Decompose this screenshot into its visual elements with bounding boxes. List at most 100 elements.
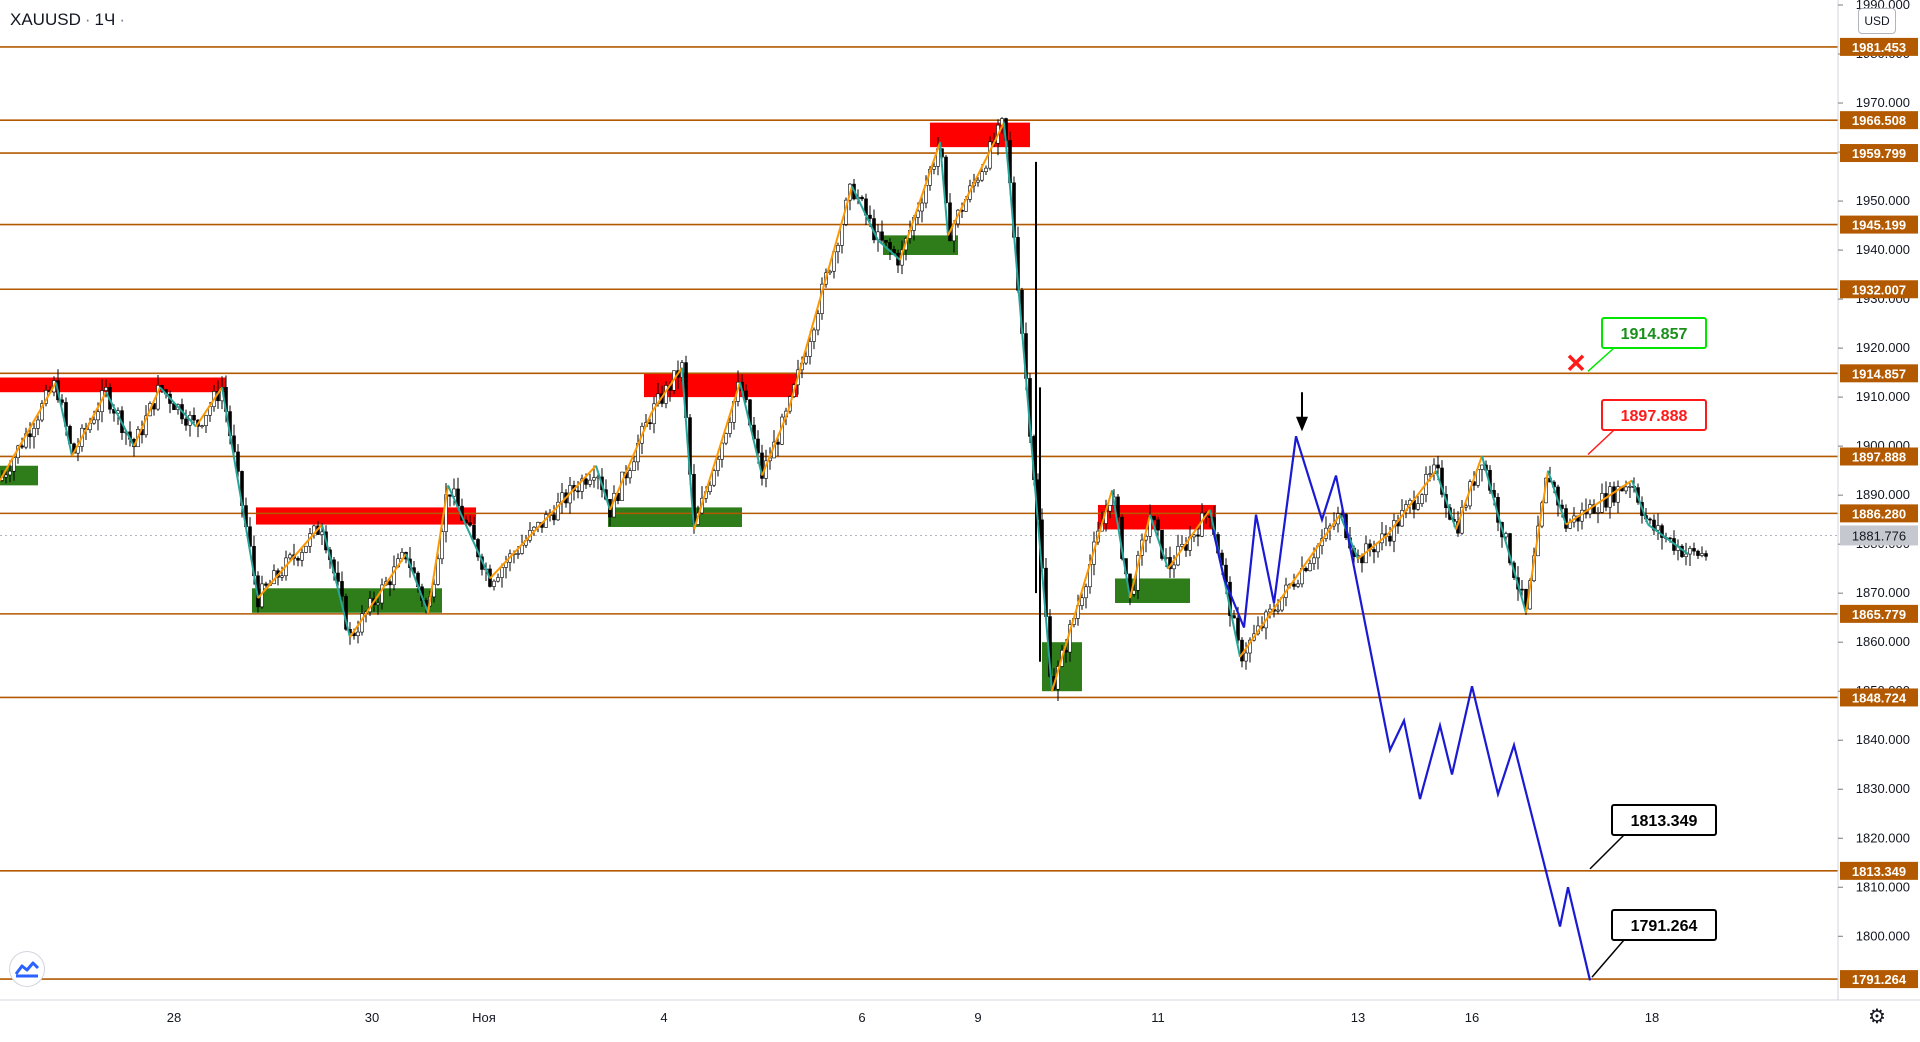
- candle: [652, 396, 656, 434]
- candle: [192, 407, 196, 424]
- candle-body: [1152, 515, 1156, 521]
- candle: [492, 579, 496, 591]
- candle: [1460, 499, 1464, 535]
- candle-body: [1304, 568, 1308, 572]
- candle-body: [776, 441, 780, 445]
- candle-body: [1276, 609, 1280, 612]
- candle: [552, 505, 556, 526]
- candle-body: [1196, 534, 1200, 537]
- price-tick-label: 1940.000: [1856, 242, 1910, 257]
- candle-body: [1108, 504, 1112, 512]
- level-label: 1813.349: [1852, 864, 1906, 879]
- candle-body: [380, 584, 384, 604]
- candle-body: [1700, 553, 1704, 556]
- candle: [836, 242, 840, 264]
- brand-logo[interactable]: [10, 952, 44, 986]
- price-tick-label: 1890.000: [1856, 487, 1910, 502]
- candle-body: [280, 575, 284, 578]
- callout-label: 1791.264: [1631, 918, 1698, 935]
- callout-label: 1914.857: [1621, 326, 1688, 343]
- callouts-layer: 1914.857 1897.888 1813.349 1791.264: [1567, 317, 1717, 978]
- candle: [896, 249, 900, 274]
- candle-body: [828, 270, 832, 274]
- currency-button[interactable]: USD: [1858, 8, 1896, 34]
- candle: [1416, 495, 1420, 511]
- gear-icon[interactable]: ⚙: [1868, 1006, 1886, 1028]
- time-axis[interactable]: 28 30 Ноя 4 6 9 11 13 16 18: [0, 999, 1920, 1025]
- candle-body: [1372, 549, 1376, 553]
- candle: [1604, 481, 1608, 512]
- candle-body: [980, 171, 984, 181]
- candle: [1296, 579, 1300, 589]
- candle-body: [892, 249, 896, 254]
- price-axis[interactable]: 1800.000 1810.000 1820.000 1830.000 1840.000…: [1837, 0, 1920, 1042]
- candle-body: [516, 553, 520, 555]
- candle-body: [808, 341, 812, 357]
- price-tick-label: 1810.000: [1856, 879, 1910, 894]
- zigzag-segment: [447, 484, 491, 579]
- level-label: 1848.724: [1852, 690, 1907, 705]
- callout-pointer: [1587, 429, 1615, 456]
- zigzag-segment: [681, 367, 695, 530]
- candle: [1660, 523, 1664, 550]
- candle: [712, 468, 716, 488]
- callout-box: [1601, 399, 1707, 431]
- candle-body: [1312, 557, 1316, 564]
- candle-body: [652, 403, 656, 425]
- candle: [1624, 480, 1628, 495]
- candle: [496, 573, 500, 583]
- symbol-title[interactable]: XAUUSD · 1Ч ·: [10, 10, 125, 29]
- candle-body: [20, 445, 24, 448]
- projection-layer: [1211, 392, 1592, 981]
- level-label-bg: [1840, 215, 1918, 234]
- zigzag-segment: [1051, 489, 1113, 692]
- candle-body: [1460, 506, 1464, 534]
- candle-body: [432, 584, 436, 598]
- candle-body: [592, 477, 596, 481]
- candle-body: [868, 214, 872, 219]
- zigzag-segment: [1481, 455, 1499, 516]
- candle-body: [1172, 564, 1176, 570]
- candle: [1628, 483, 1632, 499]
- candle-body: [932, 166, 936, 170]
- close-icon: [1567, 354, 1585, 372]
- candle-body: [264, 583, 268, 586]
- candle-body: [1692, 548, 1696, 552]
- candle: [1372, 540, 1376, 564]
- candle: [812, 327, 816, 350]
- candle-body: [340, 581, 344, 597]
- candle: [1564, 504, 1568, 533]
- zigzag-segment: [1631, 480, 1649, 525]
- candle: [984, 165, 988, 176]
- zigzag-segment: [851, 185, 879, 241]
- candle: [1696, 549, 1700, 559]
- time-tick-label: 18: [1645, 1010, 1659, 1025]
- zigzag-segment: [609, 411, 653, 511]
- candle-body: [1308, 563, 1312, 572]
- candle: [304, 545, 308, 554]
- candle-body: [1132, 589, 1136, 595]
- candle: [1432, 458, 1436, 481]
- brand-logo-icon: [14, 961, 40, 978]
- zigzag-segment: [195, 386, 223, 428]
- demand-zone: [1115, 578, 1190, 603]
- candle-body: [584, 478, 588, 485]
- candle-body: [500, 567, 504, 578]
- candle-body: [628, 470, 632, 479]
- candle-body: [104, 387, 108, 391]
- candle: [580, 474, 584, 500]
- candle-body: [204, 414, 208, 426]
- zigzag-segment: [877, 239, 901, 261]
- candle: [1364, 535, 1368, 564]
- candle: [1264, 609, 1268, 640]
- candle: [440, 527, 444, 565]
- candle: [708, 480, 712, 495]
- candle-body: [1436, 464, 1440, 469]
- candle: [1108, 504, 1112, 519]
- candle-body: [724, 433, 728, 444]
- zigzag-segment: [257, 523, 323, 599]
- candle: [528, 521, 532, 543]
- zigzag-segment: [1387, 470, 1437, 535]
- candle-body: [816, 313, 820, 331]
